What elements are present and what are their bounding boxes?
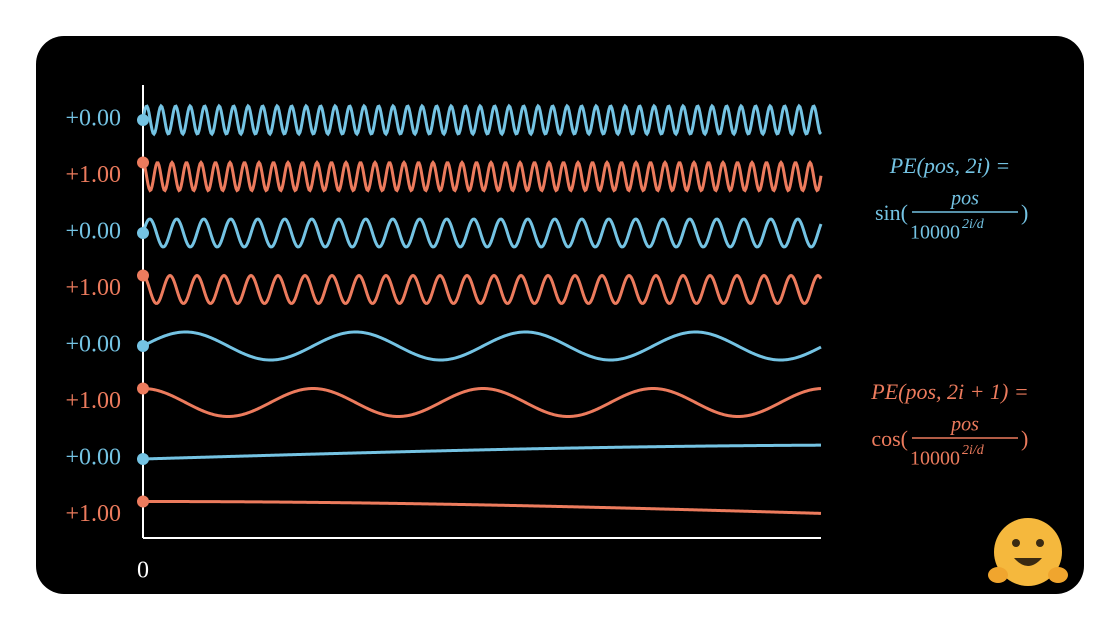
formula-lhs: PE(pos, 2i + 1) = bbox=[870, 379, 1028, 404]
wave bbox=[142, 386, 822, 419]
wave bbox=[142, 443, 821, 461]
formula-lhs: PE(pos, 2i) = bbox=[889, 153, 1011, 178]
wave bbox=[142, 273, 823, 305]
row-label: +1.00 bbox=[65, 501, 121, 527]
row-label: +0.00 bbox=[65, 219, 121, 245]
formula-base: 10000 bbox=[910, 222, 960, 244]
wave bbox=[142, 330, 822, 362]
row-label: +1.00 bbox=[65, 275, 121, 301]
row-label: +0.00 bbox=[65, 106, 121, 132]
formula-numerator: pos bbox=[949, 414, 979, 436]
wave bbox=[141, 217, 823, 249]
wave bbox=[141, 103, 823, 137]
start-dot bbox=[137, 382, 149, 395]
start-dot bbox=[137, 340, 149, 352]
axis-label: 0 bbox=[137, 558, 149, 584]
start-dot bbox=[137, 269, 149, 282]
start-dot bbox=[137, 156, 149, 169]
row-label: +0.00 bbox=[65, 332, 121, 358]
formula-numerator: pos bbox=[949, 188, 979, 210]
start-dot bbox=[137, 114, 149, 126]
formula-close: ) bbox=[1021, 200, 1028, 225]
start-dot bbox=[137, 227, 149, 239]
formula-func: sin( bbox=[875, 200, 908, 225]
start-dot bbox=[137, 453, 149, 465]
row-label: +1.00 bbox=[65, 162, 121, 188]
formula-func: cos( bbox=[871, 426, 908, 451]
formula-base: 10000 bbox=[910, 448, 960, 470]
wave bbox=[141, 160, 823, 193]
start-dot bbox=[137, 495, 149, 508]
formula-exponent: 2i/d bbox=[962, 443, 985, 458]
mascot bbox=[988, 518, 1068, 586]
row-label: +1.00 bbox=[65, 388, 121, 414]
wave bbox=[143, 500, 822, 515]
formula-exponent: 2i/d bbox=[962, 217, 985, 232]
row-label: +0.00 bbox=[65, 445, 121, 471]
formula-close: ) bbox=[1021, 426, 1028, 451]
